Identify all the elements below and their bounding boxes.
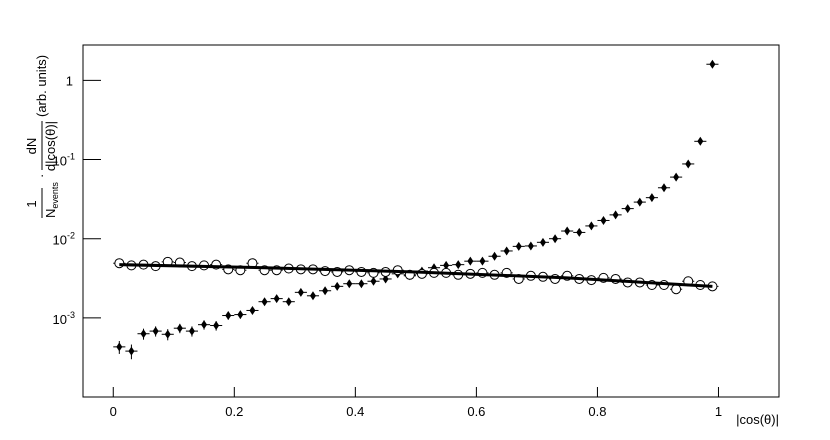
data-point	[467, 256, 474, 266]
y-tick-label: 10-2	[53, 231, 75, 248]
data-point	[261, 297, 268, 307]
data-point	[685, 159, 692, 169]
data-point	[673, 172, 680, 182]
plot-frame	[82, 44, 780, 398]
data-point	[697, 136, 704, 146]
data-point	[552, 234, 559, 244]
y-title-sub: events	[50, 182, 60, 209]
data-point	[479, 256, 486, 266]
y-tick-label: 10-3	[53, 310, 75, 327]
x-tick-label: 0.2	[225, 404, 243, 419]
data-point	[297, 287, 304, 297]
x-tick-label: 0.4	[346, 404, 364, 419]
data-point	[539, 237, 546, 247]
x-axis-title: |cos(θ)|	[736, 412, 779, 427]
fit-line	[119, 263, 713, 288]
y-tick-base: 10	[53, 312, 67, 327]
data-point	[322, 286, 329, 296]
data-point	[334, 281, 341, 291]
y-title-part: dN	[24, 138, 39, 155]
data-point	[443, 260, 450, 270]
data-point	[503, 246, 510, 256]
y-title-part: Nevents	[43, 182, 60, 218]
data-point	[624, 204, 631, 214]
data-point	[273, 294, 280, 304]
y-title-part: (arb. units)	[34, 55, 49, 117]
data-point	[285, 297, 292, 307]
data-point	[188, 326, 195, 336]
data-point	[176, 323, 183, 333]
data-point	[225, 311, 232, 321]
data-point	[358, 279, 365, 289]
data-point	[515, 241, 522, 251]
data-point	[600, 215, 607, 225]
data-point	[116, 342, 123, 352]
y-title-part: 1	[24, 200, 39, 207]
data-point	[164, 329, 171, 339]
x-tick-label: 0.6	[467, 404, 485, 419]
x-tick-label: 1	[715, 404, 722, 419]
data-point	[661, 183, 668, 193]
data-point	[237, 310, 244, 320]
y-tick-base: 10	[53, 233, 67, 248]
y-tick-exponent: -2	[67, 231, 75, 241]
data-point	[152, 326, 159, 336]
data-point	[309, 291, 316, 301]
data-point	[140, 329, 147, 339]
data-point	[213, 321, 220, 331]
data-point	[588, 221, 595, 231]
y-tick-exponent: -1	[67, 152, 75, 162]
data-point	[527, 241, 534, 251]
data-point	[370, 276, 377, 286]
data-point	[201, 320, 208, 330]
y-title-part: N	[43, 209, 58, 218]
y-tick-label: 1	[66, 73, 73, 88]
data-point	[455, 260, 462, 270]
data-point	[709, 59, 716, 69]
y-title-part: d|cos(θ)|	[43, 121, 58, 171]
y-title-part: ·	[34, 174, 49, 178]
y-tick-exponent: -3	[67, 310, 75, 320]
y-axis-title: 1 Nevents · dN d|cos(θ)| (arb. units)	[24, 55, 60, 218]
data-point	[491, 251, 498, 261]
data-point	[576, 227, 583, 237]
data-point	[249, 305, 256, 315]
y-tick-label: 10-1	[53, 152, 75, 169]
y-tick-base: 10	[53, 154, 67, 169]
data-point	[128, 346, 135, 356]
data-point	[612, 210, 619, 220]
data-point	[346, 279, 353, 289]
data-point	[564, 226, 571, 236]
data-point	[636, 197, 643, 207]
x-tick-label: 0	[110, 404, 117, 419]
data-point	[648, 193, 655, 203]
data-point	[671, 284, 682, 295]
x-tick-label: 0.8	[588, 404, 606, 419]
